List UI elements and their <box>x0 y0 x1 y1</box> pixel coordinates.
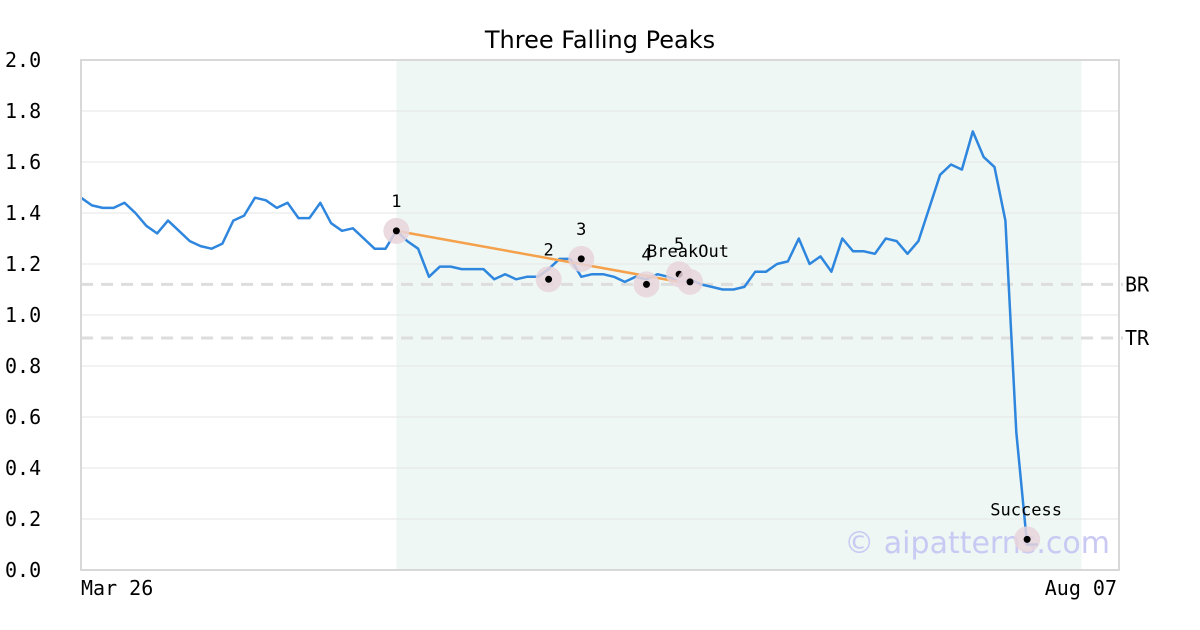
plot-frame <box>80 59 1120 571</box>
watermark: © aipatterns.com <box>844 526 1110 561</box>
y-tick-label: 0.6 <box>5 405 41 429</box>
marker-point-2 <box>545 275 553 283</box>
annotation-label-1: 1 <box>391 192 401 212</box>
y-tick-label: 1.0 <box>5 303 41 327</box>
trend-line <box>396 229 680 284</box>
y-tick-label: 0.0 <box>5 558 41 582</box>
chart-title: Three Falling Peaks <box>484 26 715 54</box>
series-layer <box>80 130 1038 546</box>
y-tick-label: 1.2 <box>5 252 41 276</box>
reference-label-br: BR <box>1125 272 1150 296</box>
annotation-label-3: 3 <box>576 220 586 240</box>
y-tick-label: 1.6 <box>5 150 41 174</box>
marker-point-1 <box>392 227 400 235</box>
y-tick-label: 0.8 <box>5 354 41 378</box>
y-tick-label: 1.4 <box>5 201 41 225</box>
annotation-label-success: Success <box>990 500 1062 520</box>
y-tick-label: 1.8 <box>5 99 41 123</box>
marker-point-success <box>1023 535 1031 543</box>
axes: 0.0 0.2 0.4 0.6 0.8 1.0 1.2 1.4 1.6 1.8 2.0 Mar 26 A… <box>5 48 1120 600</box>
y-tick-label: 0.4 <box>5 456 41 480</box>
x-tick-label-start: Mar 26 <box>81 576 153 600</box>
annotation-label-2: 2 <box>544 240 554 260</box>
marker-point-4 <box>643 280 650 288</box>
reference-label-tr: TR <box>1125 326 1150 350</box>
marker-point-breakout <box>686 278 694 286</box>
annotation-label-4: 4 <box>641 245 651 265</box>
reference-lines: BR TR <box>81 272 1150 350</box>
marker-point-3 <box>577 255 585 263</box>
annotation-label-5: 5 <box>674 235 684 255</box>
price-line <box>80 130 1038 546</box>
annotation-label-breakout: BreakOut <box>647 242 729 262</box>
y-tick-label: 0.2 <box>5 507 41 531</box>
y-tick-label: 2.0 <box>5 48 41 72</box>
x-tick-label-end: Aug 07 <box>1045 576 1117 600</box>
